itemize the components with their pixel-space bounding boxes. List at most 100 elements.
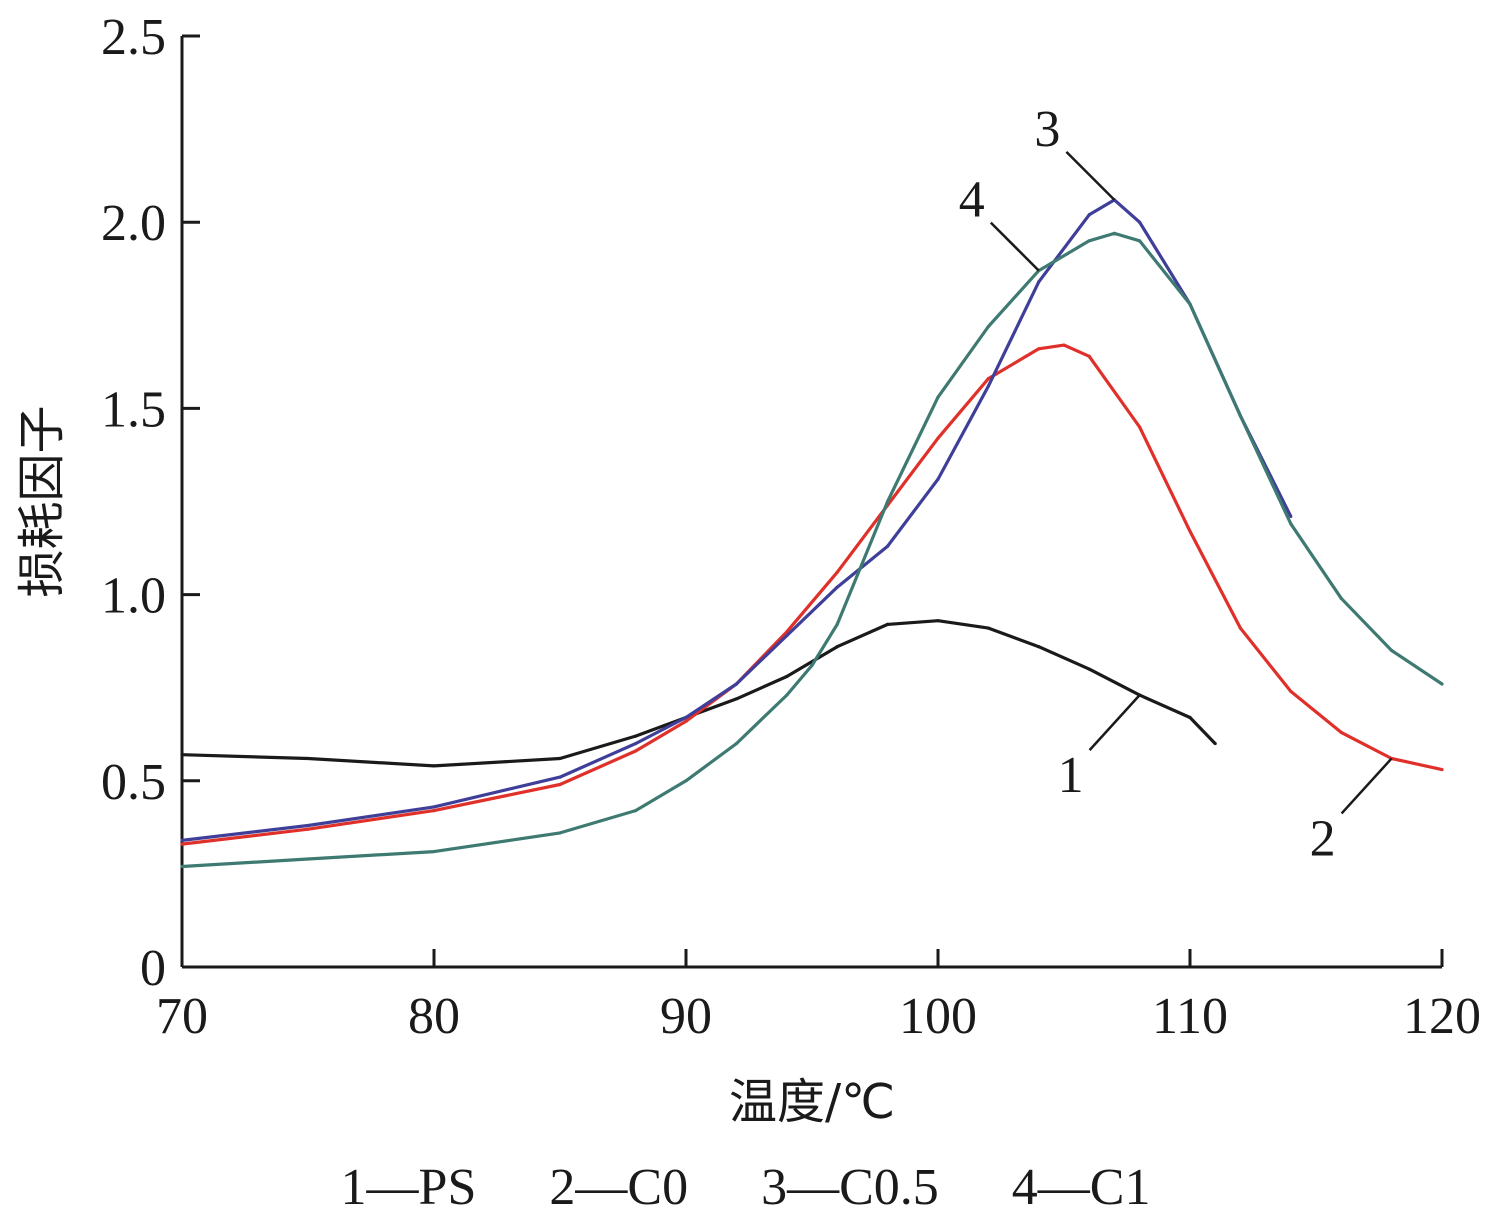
- y-tick-label: 2.0: [101, 195, 166, 252]
- data-point-4: [1339, 596, 1343, 600]
- data-point-1: [734, 697, 739, 701]
- data-point-2: [306, 827, 310, 831]
- data-point-4: [1238, 414, 1242, 418]
- y-tick-label: 0.5: [101, 754, 166, 811]
- data-point-3: [734, 682, 739, 686]
- data-point-2: [1339, 730, 1343, 734]
- data-point-1: [986, 626, 991, 630]
- data-point-3: [558, 775, 562, 779]
- y-tick-label: 1.5: [101, 381, 166, 438]
- series-line-1: [181, 619, 1217, 768]
- data-point-4: [1390, 648, 1394, 653]
- y-tick-label: 1.0: [101, 568, 166, 625]
- data-point-2: [1087, 354, 1091, 358]
- data-point-4: [810, 663, 814, 667]
- data-point-4: [835, 622, 839, 626]
- legend-item-c0: 2—C0: [549, 1159, 689, 1216]
- data-point-3: [1289, 514, 1293, 518]
- data-point-4: [1440, 682, 1444, 686]
- data-point-3: [1087, 213, 1091, 217]
- data-point-4: [1138, 239, 1142, 243]
- data-point-4: [1289, 522, 1293, 526]
- data-point-2: [684, 719, 688, 723]
- data-point-4: [936, 395, 940, 399]
- data-point-2: [1289, 689, 1293, 694]
- data-point-3: [634, 741, 638, 746]
- leader-line-4: [989, 221, 1040, 272]
- data-point-1: [1213, 741, 1217, 746]
- x-tick-label: 90: [660, 988, 712, 1045]
- data-point-1: [1188, 715, 1192, 720]
- data-point-3: [936, 477, 940, 481]
- axes: 0 0.5 1.0 1.5 2.0 2.5 70 80 90 100 110 120: [101, 9, 1481, 1045]
- data-point-1: [936, 619, 940, 623]
- data-point-1: [634, 734, 638, 738]
- data-point-4: [432, 849, 436, 854]
- series-line-4: [181, 231, 1443, 869]
- data-point-2: [432, 808, 436, 813]
- data-point-3: [785, 633, 789, 638]
- data-point-4: [558, 831, 562, 835]
- curve-tags: 1 2 34: [959, 101, 1393, 867]
- data-point-2: [1138, 425, 1142, 429]
- legend: 1—PS 2—C0 3—C0.5 4—C1: [0, 1158, 1491, 1217]
- legend-item-c05: 3—C0.5: [761, 1159, 939, 1216]
- y-tick-label: 2.5: [101, 9, 166, 66]
- x-tick-label: 110: [1152, 988, 1228, 1045]
- curve-tag-2: 2: [1310, 810, 1336, 867]
- data-point-3: [306, 823, 310, 828]
- x-tick-label: 100: [899, 988, 977, 1045]
- data-point-1: [1087, 667, 1091, 671]
- leader-line-2: [1340, 757, 1393, 815]
- data-point-3: [1037, 280, 1041, 284]
- data-point-4: [886, 499, 890, 504]
- data-point-4: [684, 779, 688, 783]
- data-point-3: [986, 384, 991, 388]
- data-point-1: [1037, 645, 1041, 649]
- x-tick-label: 70: [156, 988, 208, 1045]
- data-point-1: [835, 645, 839, 649]
- data-point-1: [558, 756, 562, 761]
- data-point-1: [785, 674, 789, 679]
- data-point-2: [1188, 529, 1192, 533]
- data-point-4: [1112, 231, 1116, 235]
- data-point-4: [306, 857, 310, 861]
- data-point-1: [886, 622, 890, 626]
- curve-tag-1: 1: [1058, 747, 1084, 804]
- y-axis-label: 损耗因子: [14, 405, 70, 597]
- curves: [180, 198, 1444, 869]
- data-point-2: [936, 436, 940, 440]
- data-point-1: [432, 764, 436, 768]
- data-point-4: [785, 693, 789, 697]
- data-point-4: [1087, 239, 1091, 243]
- data-point-2: [180, 842, 184, 846]
- legend-item-c1: 4—C1: [1011, 1159, 1151, 1216]
- data-point-4: [180, 864, 184, 869]
- x-tick-label: 80: [408, 988, 460, 1045]
- data-point-3: [180, 838, 184, 842]
- data-point-1: [306, 756, 310, 761]
- data-point-4: [634, 808, 638, 813]
- x-axis-label: 温度/℃: [729, 1074, 895, 1130]
- data-point-3: [1138, 220, 1142, 224]
- data-point-3: [684, 715, 688, 720]
- x-tick-label: 120: [1403, 988, 1481, 1045]
- legend-item-ps: 1—PS: [340, 1159, 477, 1216]
- curve-tag-3: 3: [1034, 101, 1060, 158]
- leader-line-3: [1065, 150, 1116, 201]
- data-point-2: [1440, 768, 1444, 772]
- data-point-4: [986, 324, 991, 329]
- data-point-2: [1037, 347, 1041, 351]
- data-point-4: [1188, 302, 1192, 306]
- y-tick-label: 0: [140, 940, 166, 997]
- data-point-2: [835, 570, 839, 574]
- leader-line-1: [1088, 694, 1141, 751]
- data-point-4: [734, 741, 739, 746]
- data-point-3: [835, 585, 839, 589]
- data-point-2: [558, 782, 562, 787]
- data-point-2: [1062, 343, 1066, 347]
- series-line-2: [181, 343, 1443, 846]
- data-point-1: [180, 753, 184, 757]
- data-point-2: [1238, 626, 1242, 630]
